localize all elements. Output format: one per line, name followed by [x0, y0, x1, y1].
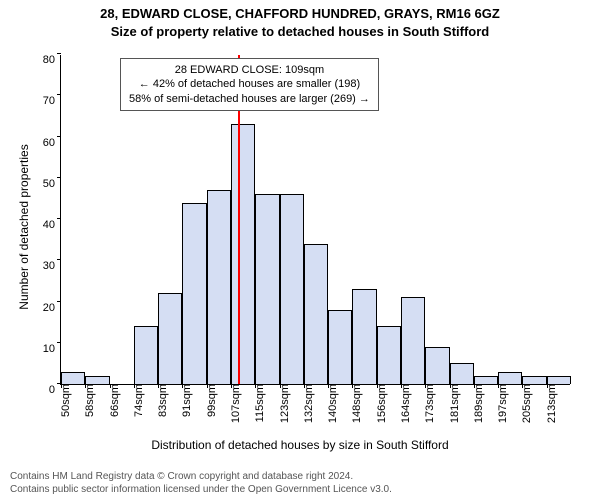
ytick-label: 50 [43, 178, 61, 190]
histogram-bar [377, 326, 401, 384]
ytick-label: 70 [43, 95, 61, 107]
annotation-box: 28 EDWARD CLOSE: 109sqm← 42% of detached… [120, 58, 379, 111]
histogram-bar [401, 297, 425, 384]
histogram-bar [304, 244, 328, 384]
annotation-line: ← 42% of detached houses are smaller (19… [129, 77, 370, 91]
xtick-label: 74sqm [131, 384, 145, 417]
y-axis-label: Number of detached properties [17, 137, 31, 317]
xtick-label: 173sqm [422, 384, 436, 423]
x-axis-label: Distribution of detached houses by size … [0, 438, 600, 452]
xtick-label: 205sqm [519, 384, 533, 423]
histogram-bar [425, 347, 449, 384]
histogram-bar [547, 376, 571, 384]
xtick-label: 213sqm [544, 384, 558, 423]
ytick-mark [57, 301, 61, 302]
xtick-label: 115sqm [252, 384, 266, 422]
xtick-label: 189sqm [471, 384, 485, 423]
histogram-bar [182, 203, 206, 385]
footer-line2: Contains public sector information licen… [10, 483, 590, 496]
histogram-bar [352, 289, 376, 384]
xtick-label: 132sqm [301, 384, 315, 423]
xtick-label: 99sqm [204, 384, 218, 417]
histogram-bar [255, 194, 279, 384]
ytick-label: 40 [43, 219, 61, 231]
xtick-label: 197sqm [495, 384, 509, 423]
histogram-bar [231, 124, 255, 384]
ytick-mark [57, 94, 61, 95]
histogram-bar [280, 194, 304, 384]
ytick-label: 10 [43, 343, 61, 355]
chart-title-line2: Size of property relative to detached ho… [0, 24, 600, 39]
xtick-label: 91sqm [179, 384, 193, 417]
annotation-line: 28 EDWARD CLOSE: 109sqm [129, 63, 370, 77]
footer: Contains HM Land Registry data © Crown c… [0, 466, 600, 500]
histogram-bar [207, 190, 231, 384]
histogram-bar [158, 293, 182, 384]
ytick-mark [57, 177, 61, 178]
xtick-label: 140sqm [325, 384, 339, 423]
histogram-bar [522, 376, 546, 384]
xtick-label: 164sqm [398, 384, 412, 423]
chart-container: 28, EDWARD CLOSE, CHAFFORD HUNDRED, GRAY… [0, 0, 600, 500]
ytick-mark [57, 342, 61, 343]
xtick-label: 107sqm [228, 384, 242, 423]
histogram-bar [134, 326, 158, 384]
ytick-label: 60 [43, 137, 61, 149]
ytick-mark [57, 53, 61, 54]
chart-title-line1: 28, EDWARD CLOSE, CHAFFORD HUNDRED, GRAY… [0, 6, 600, 21]
annotation-line: 58% of semi-detached houses are larger (… [129, 92, 370, 106]
histogram-bar [85, 376, 109, 384]
histogram-bar [61, 372, 85, 384]
histogram-bar [450, 363, 474, 384]
histogram-bar [498, 372, 522, 384]
xtick-label: 58sqm [82, 384, 96, 417]
xtick-label: 83sqm [155, 384, 169, 417]
ytick-label: 80 [43, 54, 61, 66]
xtick-label: 148sqm [349, 384, 363, 423]
ytick-mark [57, 259, 61, 260]
xtick-label: 66sqm [107, 384, 121, 417]
ytick-label: 30 [43, 260, 61, 272]
xtick-label: 50sqm [58, 384, 72, 417]
ytick-mark [57, 218, 61, 219]
histogram-bar [328, 310, 352, 384]
ytick-mark [57, 136, 61, 137]
xtick-label: 181sqm [447, 384, 461, 423]
footer-line1: Contains HM Land Registry data © Crown c… [10, 470, 590, 483]
xtick-label: 123sqm [277, 384, 291, 423]
xtick-label: 156sqm [374, 384, 388, 423]
histogram-bar [474, 376, 498, 384]
ytick-label: 20 [43, 302, 61, 314]
